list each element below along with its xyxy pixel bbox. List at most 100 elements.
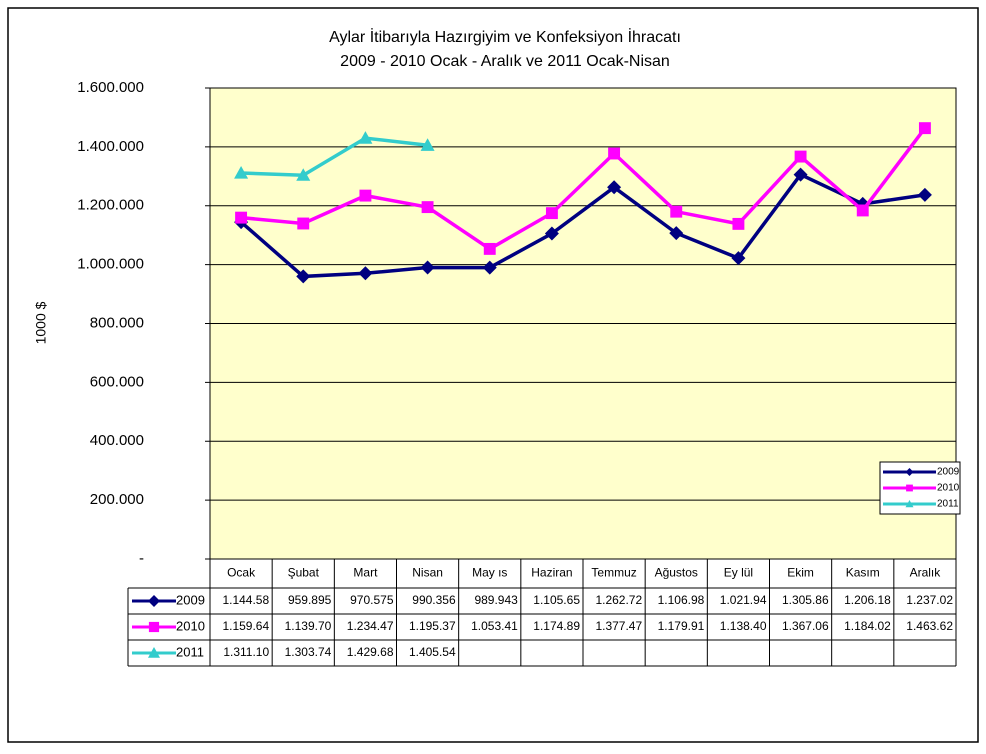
table-series-name: 2009 [176,592,205,607]
marker-diamond [482,260,497,275]
marker-diamond [731,251,746,266]
table-cell: 1.206.18 [844,593,891,607]
y-tick-label: 800.000 [90,314,144,331]
y-tick-label: 600.000 [90,373,144,390]
marker-diamond [669,226,684,241]
marker-square [906,484,913,492]
table-cell: 1.105.65 [533,593,580,607]
table-cell: 1.262.72 [595,593,642,607]
marker-square [148,621,160,633]
table-cell: 1.195.37 [409,619,456,633]
marker-square [794,150,807,163]
x-tick-label: Ağustos [655,566,698,580]
x-tick-label: Mart [353,566,378,580]
legend-marker [905,500,914,508]
table-cell: 1.021.94 [720,593,767,607]
marker-square [421,201,434,214]
marker-diamond [148,595,160,607]
marker-square [670,205,683,218]
table-cell: 1.106.98 [658,593,705,607]
legend-marker [906,484,913,492]
table-cell: 959.895 [288,593,332,607]
y-tick-label: - [139,550,144,567]
y-tick-label: 1.400.000 [77,138,144,155]
legend-label: 2011 [937,499,959,510]
legend-marker [148,647,160,658]
marker-diamond [917,187,932,202]
x-tick-label: Temmuz [591,566,636,580]
table-cell: 1.184.02 [844,619,891,633]
x-tick-label: Ocak [227,566,256,580]
marker-square [483,242,496,255]
y-axis-label: 1000 $ [33,301,49,344]
table-cell: 1.138.40 [720,619,767,633]
table-series-name: 2010 [176,618,205,633]
x-tick-label: May ıs [472,566,507,580]
table-cell: 1.405.54 [409,645,456,659]
y-tick-label: 1.200.000 [77,197,144,214]
table-cell: 1.303.74 [285,645,332,659]
marker-triangle [148,647,160,658]
marker-triangle [905,500,914,508]
x-tick-label: Kasım [846,566,880,580]
chart-title: Aylar İtibarıyla Hazırgiyim ve Konfeksiy… [329,27,681,46]
marker-square [732,217,745,230]
marker-square [545,207,558,220]
marker-triangle [358,131,373,144]
marker-triangle [234,166,249,179]
x-tick-label: Ey lül [724,566,753,580]
marker-diamond [420,260,435,275]
table-cell: 1.159.64 [222,619,269,633]
marker-diamond [296,269,311,284]
chart-subtitle: 2009 - 2010 Ocak - Aralık ve 2011 Ocak-N… [340,53,670,70]
series-line [241,136,428,177]
marker-square [359,189,372,202]
marker-square [856,204,869,217]
x-tick-label: Nisan [412,566,443,580]
legend-marker [148,621,160,633]
table-cell: 970.575 [350,593,394,607]
table-cell: 1.144.58 [222,593,269,607]
marker-triangle [420,138,435,151]
table-cell: 1.053.41 [471,619,518,633]
table-cell: 1.463.62 [906,619,953,633]
table-cell: 1.174.89 [533,619,580,633]
marker-diamond [607,180,622,195]
legend-marker [148,595,160,607]
legend-marker [905,468,914,476]
marker-square [608,147,621,160]
table-cell: 1.305.86 [782,593,829,607]
legend-label: 2010 [937,483,960,494]
table-cell: 1.367.06 [782,619,829,633]
marker-square [235,211,248,224]
table-cell: 989.943 [474,593,518,607]
marker-diamond [358,266,373,281]
x-tick-label: Şubat [288,566,320,580]
marker-diamond [544,226,559,241]
table-cell: 1.139.70 [285,619,332,633]
table-series-name: 2011 [176,644,204,659]
y-tick-label: 1.000.000 [77,256,144,273]
table-cell: 1.179.91 [658,619,705,633]
y-tick-label: 1.600.000 [77,79,144,96]
x-tick-label: Aralık [910,566,942,580]
marker-square [297,217,310,230]
table-cell: 1.234.47 [347,619,394,633]
x-tick-label: Ekim [787,566,814,580]
legend-label: 2009 [937,467,960,478]
table-cell: 1.311.10 [223,645,269,659]
table-cell: 1.237.02 [906,593,953,607]
marker-square [918,122,931,135]
marker-diamond [905,468,914,476]
marker-diamond [793,167,808,182]
table-cell: 1.377.47 [595,619,642,633]
table-cell: 1.429.68 [347,645,394,659]
y-tick-label: 400.000 [90,432,144,449]
marker-triangle [296,168,311,181]
series-line [239,172,926,279]
table-cell: 990.356 [412,593,456,607]
series-line [240,127,927,251]
x-tick-label: Haziran [531,566,572,580]
y-tick-label: 200.000 [90,491,144,508]
